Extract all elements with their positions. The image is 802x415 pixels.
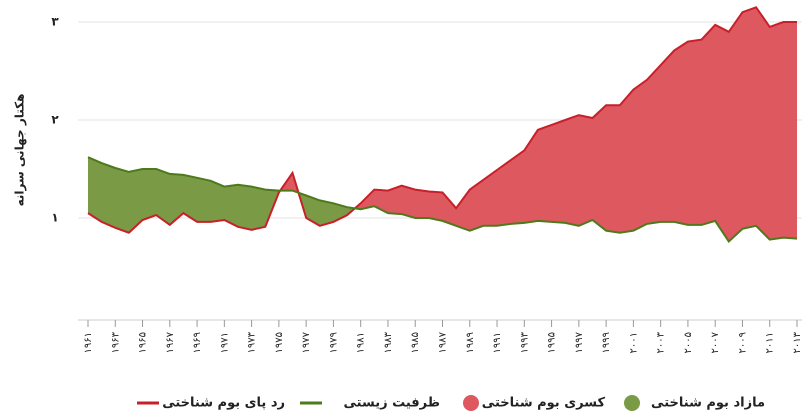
x-tick-label: ۲۰۰۳ xyxy=(656,331,667,353)
x-tick-label: ۱۹۹۷ xyxy=(574,331,585,353)
x-tick-label: ۲۰۰۷ xyxy=(710,331,721,353)
legend-label: مازاد بوم شناختی xyxy=(651,396,765,411)
legend-label: رد پای بوم شناختی xyxy=(162,396,285,411)
x-tick-label: ۱۹۸۵ xyxy=(410,332,421,353)
x-tick-label: ۱۹۹۵ xyxy=(547,332,558,353)
x-tick-label: ۲۰۰۱ xyxy=(628,332,639,353)
x-tick-label: ۱۹۶۱ xyxy=(83,332,94,353)
legend-label: کسری بوم شناختی xyxy=(482,396,606,411)
x-tick-label: ۲۰۱۱ xyxy=(765,332,776,353)
x-tick-label: ۱۹۷۱ xyxy=(219,332,230,353)
legend-label: ظرفیت زیستی xyxy=(344,396,441,411)
x-tick-label: ۲۰۰۵ xyxy=(683,332,694,353)
series-line xyxy=(87,156,798,244)
x-tick-label: ۱۹۶۷ xyxy=(165,331,176,353)
x-tick-label: ۱۹۸۱ xyxy=(356,332,367,353)
legend-marker xyxy=(624,395,640,411)
x-tick-label: ۱۹۷۹ xyxy=(328,332,339,353)
x-tick-label: ۲۰۰۹ xyxy=(737,332,748,353)
x-tick-label: ۱۹۶۹ xyxy=(192,332,203,353)
x-tick-label: ۱۹۷۷ xyxy=(301,331,312,353)
legend-marker xyxy=(463,395,479,411)
x-tick-label: ۱۹۷۳ xyxy=(247,331,258,353)
y-tick-label: ۳ xyxy=(51,15,59,29)
y-tick-label: ۱ xyxy=(51,211,58,225)
x-tick-label: ۱۹۹۹ xyxy=(601,332,612,353)
x-tick-label: ۱۹۹۱ xyxy=(492,332,503,353)
x-tick-label: ۱۹۶۳ xyxy=(110,331,121,353)
x-tick-label: ۱۹۸۷ xyxy=(438,331,449,353)
x-tick-label: ۱۹۸۳ xyxy=(383,331,394,353)
y-tick-label: ۲ xyxy=(51,113,59,127)
x-tick-label: ۲۰۱۳ xyxy=(792,331,802,353)
x-tick-label: ۱۹۸۹ xyxy=(465,332,476,353)
series-line xyxy=(87,6,797,234)
x-tick-label: ۱۹۶۵ xyxy=(138,332,149,353)
y-axis-label: هکتار جهانی سرانه xyxy=(13,94,27,207)
x-tick-label: ۱۹۹۳ xyxy=(519,331,530,353)
x-tick-label: ۱۹۷۵ xyxy=(274,332,285,353)
deficit-area xyxy=(88,7,797,242)
